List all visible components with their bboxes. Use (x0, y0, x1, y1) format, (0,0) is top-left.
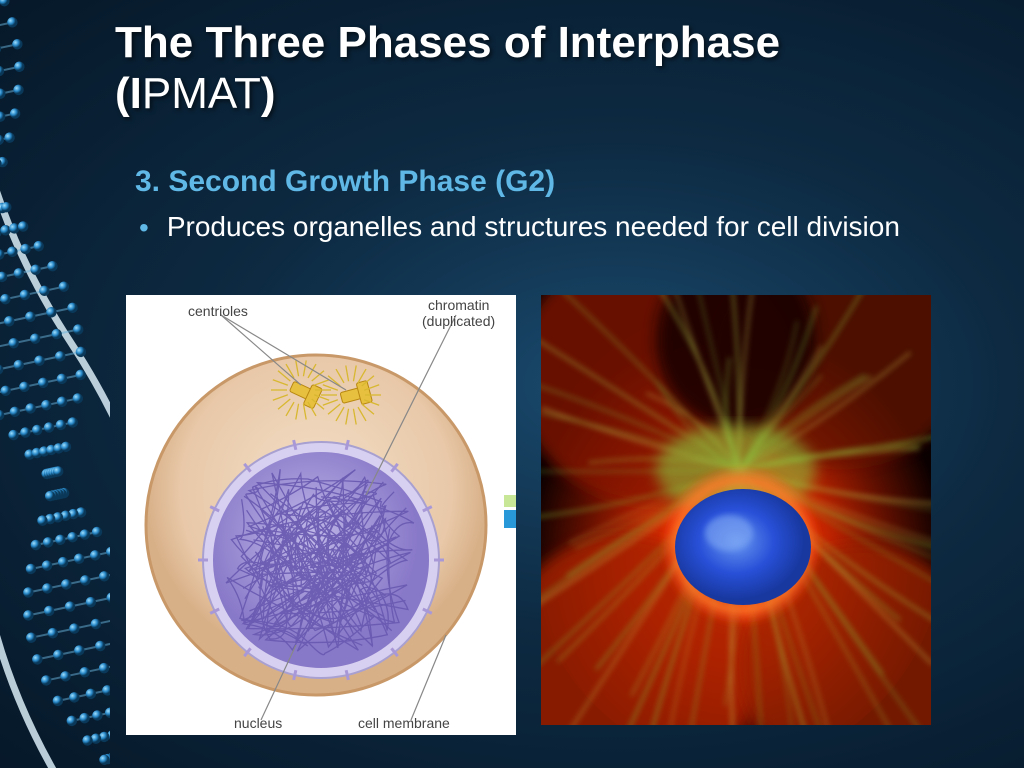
label-chromatin-1: chromatin (428, 297, 489, 313)
label-chromatin-2: (duplicated) (422, 313, 495, 329)
title-paren-close: ) (261, 69, 276, 118)
title-pmat: PMAT (142, 69, 261, 118)
title-paren-open: (I (115, 69, 142, 118)
label-cell-membrane: cell membrane (358, 715, 450, 731)
cell-diagram: centrioles chromatin (duplicated) nucleu… (126, 295, 516, 735)
cell-micrograph (541, 295, 931, 725)
bullet-marker: • (139, 211, 149, 245)
title-line-1: The Three Phases of Interphase (115, 18, 780, 67)
label-centrioles: centrioles (188, 303, 248, 319)
slide-content: The Three Phases of Interphase (IPMAT) 3… (115, 18, 1004, 246)
dna-decoration (0, 0, 110, 768)
bullet-text: Produces organelles and structures neede… (167, 209, 900, 245)
label-nucleus: nucleus (234, 715, 282, 731)
slide-title: The Three Phases of Interphase (IPMAT) (115, 18, 1004, 119)
slide-subtitle: 3. Second Growth Phase (G2) (135, 165, 1004, 199)
bullet-item: • Produces organelles and structures nee… (139, 209, 1004, 245)
